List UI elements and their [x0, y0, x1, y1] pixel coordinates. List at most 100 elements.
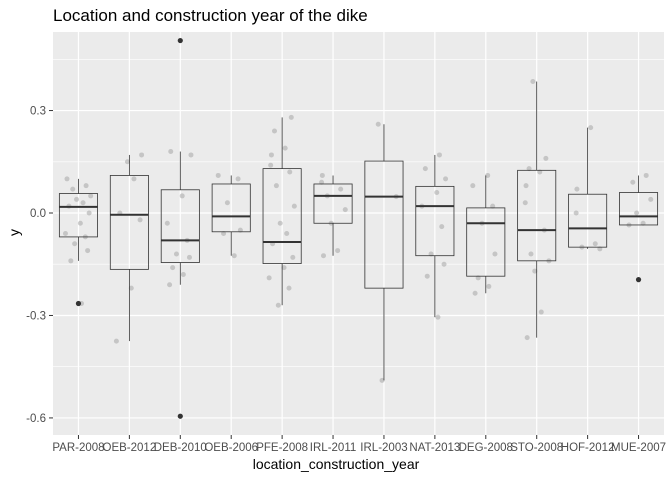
jitter-point	[486, 283, 492, 289]
jitter-point	[70, 186, 76, 192]
jitter-point	[62, 231, 68, 236]
box	[568, 193, 608, 248]
jitter-point	[342, 207, 348, 213]
jitter-point	[528, 251, 534, 257]
jitter-point	[522, 200, 528, 206]
jitter-point	[128, 285, 134, 291]
jitter-point	[277, 220, 283, 226]
jitter-point	[592, 241, 598, 247]
jitter-point	[338, 186, 344, 192]
box	[364, 160, 404, 289]
x-tick-label: OEB-2006	[204, 442, 258, 454]
jitter-point	[424, 273, 430, 279]
jitter-point	[83, 183, 89, 189]
jitter-point	[124, 159, 130, 165]
jitter-point	[319, 172, 325, 178]
box	[58, 193, 98, 238]
plot-panel	[53, 32, 664, 435]
jitter-point	[281, 265, 287, 271]
jitter-point	[526, 166, 532, 172]
jitter-point	[179, 193, 185, 199]
jitter-point	[523, 183, 529, 189]
jitter-point	[186, 254, 192, 260]
box	[466, 207, 506, 277]
jitter-point	[485, 172, 491, 178]
x-tick-label: OEB-2012	[103, 442, 157, 454]
jitter-point	[375, 121, 381, 127]
jitter-point	[538, 309, 544, 315]
jitter-point	[273, 183, 279, 189]
x-tick-label: DEG-2008	[459, 442, 513, 454]
x-tick-label: MUE-2007	[611, 442, 666, 454]
jitter-point	[435, 314, 441, 320]
jitter-point	[320, 253, 326, 259]
jitter-point	[88, 193, 94, 199]
jitter-point	[573, 210, 579, 216]
x-tick-label: NAT-2013	[409, 442, 460, 454]
jitter-point	[139, 152, 145, 158]
minor-gridlines	[53, 59, 664, 367]
box	[415, 185, 455, 257]
jitter-point	[282, 145, 288, 151]
jitter-point	[441, 261, 447, 267]
jitter-point	[537, 169, 543, 175]
jitter-point	[490, 203, 496, 209]
box-series	[58, 37, 659, 419]
jitter-point	[173, 251, 179, 257]
chart-title: Location and construction year of the di…	[53, 6, 368, 25]
jitter-point	[74, 196, 80, 202]
jitter-point	[436, 152, 442, 158]
jitter-point	[524, 335, 530, 341]
jitter-point	[428, 251, 434, 257]
outlier-point	[635, 277, 642, 283]
jitter-point	[472, 290, 478, 296]
jitter-point	[443, 176, 449, 182]
jitter-point	[170, 265, 176, 271]
jitter-point	[180, 271, 186, 277]
x-tick-label: STO-2008	[510, 442, 563, 454]
jitter-point	[231, 253, 237, 259]
jitter-point	[290, 254, 296, 260]
jitter-point	[77, 220, 83, 226]
jitter-point	[275, 302, 281, 308]
jitter-point	[164, 220, 170, 226]
box	[109, 175, 149, 270]
box	[262, 168, 302, 264]
jitter-point	[131, 176, 137, 182]
jitter-point	[188, 152, 194, 158]
jitter-point	[574, 186, 580, 192]
jitter-point	[284, 231, 290, 236]
jitter-point	[168, 149, 174, 155]
jitter-point	[640, 220, 646, 226]
box	[313, 183, 353, 224]
x-tick-label: DEB-2010	[154, 442, 207, 454]
jitter-point	[167, 282, 173, 288]
jitter-point	[532, 268, 538, 274]
jitter-point	[86, 210, 92, 216]
jitter-point	[237, 227, 243, 233]
x-tick-label: PFE-2008	[256, 442, 308, 454]
jitter-point	[85, 248, 91, 254]
jitter-point	[286, 285, 292, 291]
box	[517, 169, 557, 262]
x-tick-label: HOF-2012	[561, 442, 615, 454]
jitter-point	[648, 196, 654, 202]
jitter-point	[137, 217, 143, 223]
jitter-point	[543, 155, 549, 161]
jitter-point	[530, 79, 536, 85]
box	[211, 183, 251, 233]
jitter-point	[475, 275, 481, 281]
jitter-point	[271, 128, 277, 134]
jitter-point	[215, 172, 221, 178]
x-tick-label: PAR-2008	[52, 442, 104, 454]
jitter-point	[266, 275, 272, 281]
y-tick-label: 0.3	[30, 106, 46, 118]
y-tick-label: -0.3	[26, 310, 46, 322]
outlier-point	[177, 37, 183, 44]
jitter-point	[597, 246, 603, 252]
jitter-point	[291, 203, 297, 209]
jitter-point	[224, 200, 230, 206]
jitter-point	[643, 172, 649, 178]
x-axis-label: location_construction_year	[252, 456, 420, 472]
